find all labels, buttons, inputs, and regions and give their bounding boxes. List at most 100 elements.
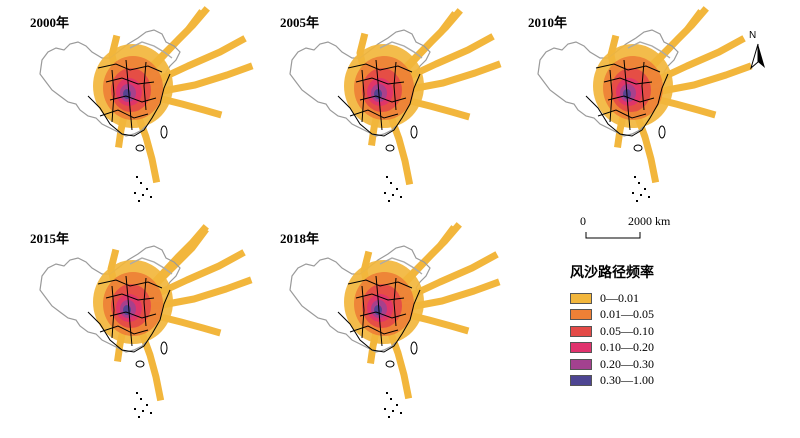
- island-dot: [648, 196, 650, 198]
- map-panel-2018: 2018年: [280, 222, 530, 438]
- panel-year-label: 2015年: [30, 231, 70, 246]
- northern-border: [129, 257, 173, 275]
- island-dot: [134, 408, 136, 410]
- island-dot: [390, 398, 392, 400]
- island-dot: [150, 196, 152, 198]
- legend-swatch: [570, 292, 592, 304]
- province-boundary: [87, 73, 171, 137]
- island-dot: [400, 412, 402, 414]
- province-boundary: [337, 289, 421, 353]
- scale-zero-label: 0: [580, 214, 586, 228]
- island-dot: [384, 408, 386, 410]
- province-boundary: [641, 61, 645, 111]
- island-dot: [146, 404, 148, 406]
- province-boundary: [585, 73, 669, 137]
- island: [160, 125, 168, 139]
- province-boundary: [375, 59, 383, 131]
- province-boundary: [105, 77, 155, 85]
- island: [160, 341, 168, 355]
- province-boundary: [143, 277, 147, 327]
- legend-label: 0.10—0.20: [600, 340, 654, 355]
- northern-border: [379, 41, 423, 59]
- province-boundary: [349, 325, 399, 335]
- panel-year-label: 2000年: [30, 15, 70, 30]
- legend-item: 0.30—1.00: [570, 373, 770, 390]
- province-boundary: [361, 69, 365, 123]
- scale-distance-label: 2000 km: [628, 214, 671, 228]
- dust-path-map: [39, 224, 253, 418]
- northern-border: [627, 41, 671, 59]
- northern-border: [379, 257, 423, 275]
- island-dot: [384, 192, 386, 194]
- province-boundary: [355, 77, 405, 85]
- panel-year-label: 2005年: [280, 15, 320, 30]
- island-dot: [142, 410, 144, 412]
- legend-label: 0.01—0.05: [600, 307, 654, 322]
- island-dot: [138, 200, 140, 202]
- island-dot: [636, 200, 638, 202]
- province-boundary: [359, 311, 407, 319]
- island-dot: [146, 188, 148, 190]
- north-label: N: [749, 30, 757, 41]
- province-boundary: [125, 59, 133, 131]
- island: [385, 144, 395, 152]
- legend-item: 0—0.01: [570, 290, 770, 307]
- legend-swatch: [570, 309, 592, 321]
- legend: 风沙路径频率 0—0.01 0.01—0.05 0.05—0.10 0.10—0…: [570, 262, 770, 389]
- legend-swatch: [570, 325, 592, 337]
- legend-label: 0.20—0.30: [600, 356, 654, 371]
- legend-label: 0.30—1.00: [600, 373, 654, 388]
- island: [410, 125, 418, 139]
- province-boundary: [361, 285, 365, 339]
- province-boundary: [595, 63, 661, 73]
- island-dot: [644, 188, 646, 190]
- province-boundary: [375, 275, 383, 347]
- province-boundary: [87, 289, 171, 353]
- province-boundary: [347, 63, 413, 73]
- province-boundary: [349, 109, 399, 119]
- province-boundary: [105, 293, 155, 301]
- island-dot: [392, 194, 394, 196]
- island-dot: [634, 176, 636, 178]
- legend-swatch: [570, 342, 592, 354]
- province-boundary: [623, 59, 631, 131]
- scale-bar: [585, 232, 641, 239]
- province-boundary: [109, 95, 157, 103]
- island-dot: [392, 410, 394, 412]
- province-boundary: [97, 63, 163, 73]
- province-boundary: [111, 69, 115, 123]
- island-dot: [388, 416, 390, 418]
- island-dot: [136, 176, 138, 178]
- dust-path-map: [289, 8, 502, 202]
- island: [658, 125, 666, 139]
- province-boundary: [359, 95, 407, 103]
- island-dot: [138, 416, 140, 418]
- island-dot: [134, 192, 136, 194]
- legend-item: 0.10—0.20: [570, 340, 770, 357]
- dust-path-map: [289, 222, 501, 418]
- map-panel-2015: 2015年: [30, 224, 280, 438]
- legend-swatch: [570, 358, 592, 370]
- province-boundary: [99, 109, 149, 119]
- map-panel-2005: 2005年: [280, 8, 530, 222]
- island: [410, 341, 418, 355]
- province-boundary: [111, 285, 115, 339]
- legend-label: 0—0.01: [600, 290, 639, 305]
- legend-item: 0.01—0.05: [570, 307, 770, 324]
- province-boundary: [125, 275, 133, 347]
- island: [633, 144, 643, 152]
- island-dot: [386, 176, 388, 178]
- province-boundary: [607, 95, 655, 103]
- province-boundary: [143, 61, 147, 111]
- island-dot: [140, 398, 142, 400]
- province-boundary: [97, 279, 163, 289]
- province-boundary: [597, 109, 647, 119]
- island: [385, 360, 395, 368]
- province-boundary: [355, 293, 405, 301]
- province-boundary: [109, 311, 157, 319]
- island-dot: [388, 200, 390, 202]
- province-boundary: [603, 77, 653, 85]
- island-dot: [396, 188, 398, 190]
- legend-item: 0.05—0.10: [570, 323, 770, 340]
- province-boundary: [347, 279, 413, 289]
